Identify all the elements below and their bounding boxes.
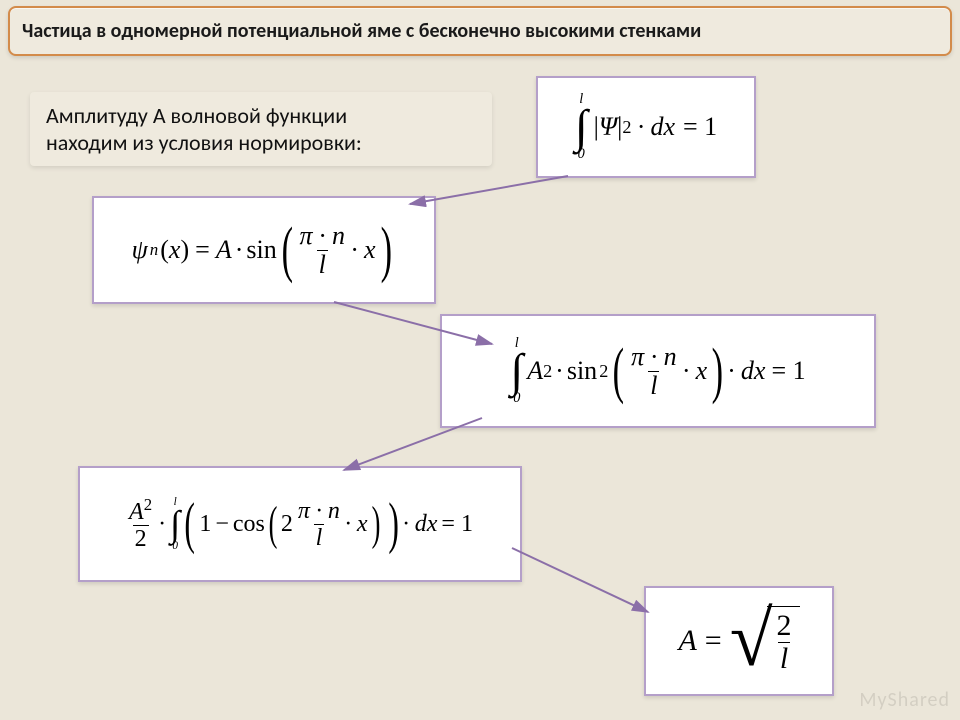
watermark: MyShared: [859, 688, 950, 712]
arrow-1: [0, 0, 960, 720]
